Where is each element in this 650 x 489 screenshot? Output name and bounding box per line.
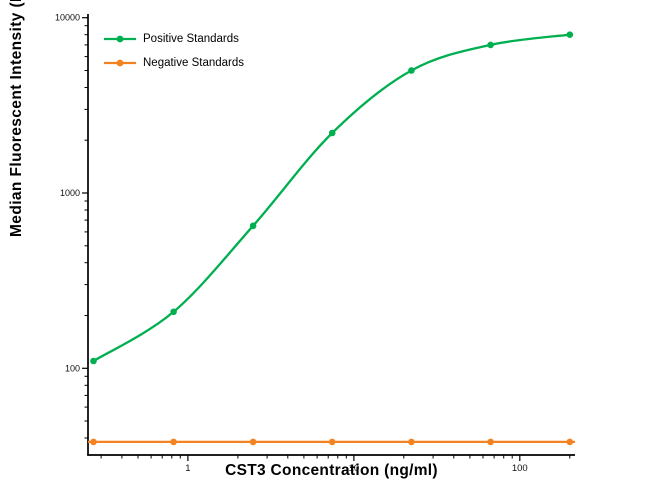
data-point-positive-standards <box>408 67 415 74</box>
legend-item-positive-standards: Positive Standards <box>104 33 244 45</box>
positive-series-marker-icon <box>104 35 136 43</box>
data-point-positive-standards <box>566 31 574 38</box>
data-point-negative-standards <box>328 438 336 446</box>
legend-item-negative-standards: Negative Standards <box>104 57 244 69</box>
negative-series-marker-icon <box>104 59 136 67</box>
data-point-positive-standards <box>170 308 177 316</box>
data-point-positive-standards <box>487 41 494 49</box>
data-point-positive-standards <box>249 222 257 230</box>
data-point-negative-standards <box>90 438 97 446</box>
data-point-positive-standards <box>90 357 97 365</box>
data-point-negative-standards <box>566 438 574 446</box>
series-line-positive-standards <box>92 33 571 363</box>
legend-label-positive-standards: Positive Standards <box>143 33 239 45</box>
x-tick-label: 100 <box>512 463 528 474</box>
y-tick-label: 100 <box>65 363 80 373</box>
data-point-negative-standards <box>487 438 494 446</box>
data-point-negative-standards <box>408 438 415 446</box>
x-tick-label: 10 <box>349 463 360 474</box>
x-axis-title: CST3 Concentration (ng/ml) <box>225 462 438 479</box>
data-point-negative-standards <box>249 438 257 446</box>
y-tick-label: 1000 <box>60 188 80 198</box>
x-tick-label: 1 <box>185 463 190 474</box>
legend-label-negative-standards: Negative Standards <box>143 57 245 69</box>
y-tick-label: 10000 <box>55 13 80 23</box>
data-point-positive-standards <box>328 129 336 137</box>
legend: Positive Standards Negative Standards <box>104 33 244 69</box>
data-point-negative-standards <box>170 438 177 446</box>
